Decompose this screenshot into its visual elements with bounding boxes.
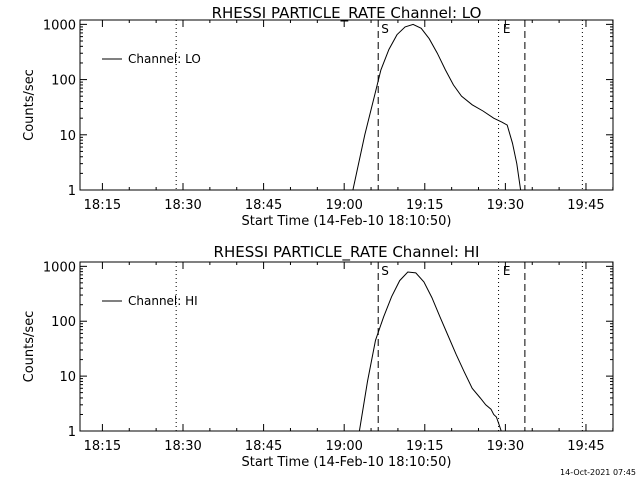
y-tick-label-1: 1000 <box>43 260 76 275</box>
legend-label-1: Channel: HI <box>128 294 198 308</box>
x-tick-label-1: 19:45 <box>567 439 604 454</box>
y-axis-label-0: Counts/sec <box>22 69 37 141</box>
x-tick-label-0: 19:00 <box>325 198 362 213</box>
x-axis-label-0: Start Time (14-Feb-10 18:10:50) <box>242 214 452 229</box>
plot-frame-1 <box>79 261 614 432</box>
y-tick-label-0: 1 <box>68 184 76 199</box>
footer-stamp: 14-Oct-2021 07:45 <box>560 468 636 477</box>
y-tick-label-1: 1 <box>68 425 76 440</box>
y-tick-label-0: 10 <box>59 129 76 144</box>
x-tick-label-1: 18:45 <box>245 439 282 454</box>
x-tick-label-1: 19:30 <box>487 439 524 454</box>
x-tick-label-0: 18:45 <box>245 198 282 213</box>
chart-title-0: RHESSI PARTICLE_RATE Channel: LO <box>212 4 482 23</box>
x-tick-label-1: 19:15 <box>406 439 443 454</box>
x-tick-label-0: 19:45 <box>567 198 604 213</box>
x-tick-label-0: 18:15 <box>84 198 121 213</box>
x-tick-label-1: 18:30 <box>164 439 201 454</box>
chart-title-1: RHESSI PARTICLE_RATE Channel: HI <box>214 243 480 262</box>
x-tick-label-1: 19:00 <box>325 439 362 454</box>
legend-label-0: Channel: LO <box>128 52 201 66</box>
x-tick-label-0: 19:30 <box>487 198 524 213</box>
x-tick-label-0: 18:30 <box>164 198 201 213</box>
marker-label-0: S <box>381 22 389 36</box>
marker-label-1: S <box>381 264 389 278</box>
series-line-0 <box>352 23 522 191</box>
y-axis-label-1: Counts/sec <box>22 311 37 383</box>
y-tick-label-1: 10 <box>59 370 76 385</box>
marker-label-1: E <box>503 264 511 278</box>
series-line-1 <box>358 271 502 432</box>
y-tick-label-0: 1000 <box>43 18 76 33</box>
marker-label-0: E <box>503 22 511 36</box>
x-tick-label-0: 19:15 <box>406 198 443 213</box>
y-tick-label-1: 100 <box>51 315 76 330</box>
plot-frame-0 <box>79 19 614 191</box>
x-axis-label-1: Start Time (14-Feb-10 18:10:50) <box>242 455 452 470</box>
y-tick-label-0: 100 <box>51 74 76 89</box>
x-tick-label-1: 18:15 <box>84 439 121 454</box>
